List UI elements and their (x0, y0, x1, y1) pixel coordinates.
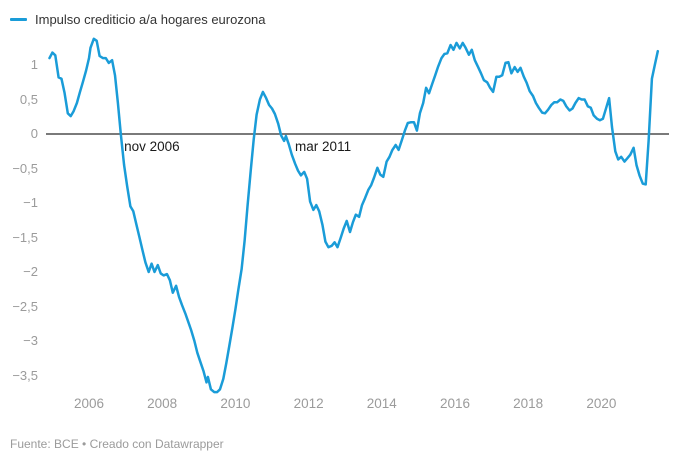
x-tick-label: 2016 (439, 396, 471, 411)
annotation-label: nov 2006 (124, 139, 180, 154)
y-tick-label: −3,5 (12, 367, 38, 383)
annotation-label: mar 2011 (295, 139, 352, 154)
x-tick-label: 2008 (147, 396, 178, 411)
y-tick-label: 1 (30, 57, 38, 72)
y-tick-label: −0,5 (12, 160, 38, 176)
y-tick-label: 0 (30, 126, 38, 141)
y-tick-label: −2 (23, 264, 38, 279)
x-tick-label: 2020 (586, 396, 617, 411)
legend: Impulso crediticio a/a hogares eurozona (10, 12, 266, 27)
series-line (48, 37, 660, 394)
y-tick-label: −1,5 (12, 229, 38, 245)
line-chart-plot (46, 37, 669, 394)
x-tick-label: 2006 (73, 396, 105, 411)
x-tick-label: 2010 (220, 396, 251, 411)
x-tick-label: 2014 (366, 396, 397, 411)
legend-label: Impulso crediticio a/a hogares eurozona (35, 12, 266, 27)
y-tick-label: 0,5 (19, 91, 38, 107)
legend-line-swatch (10, 18, 27, 21)
x-tick-label: 2018 (513, 396, 544, 411)
y-tick-label: −3 (23, 333, 38, 348)
x-tick-label: 2012 (293, 396, 324, 411)
source-attribution: Fuente: BCE • Creado con Datawrapper (10, 437, 224, 451)
y-tick-label: −2,5 (12, 298, 38, 314)
y-tick-label: −1 (23, 195, 38, 210)
